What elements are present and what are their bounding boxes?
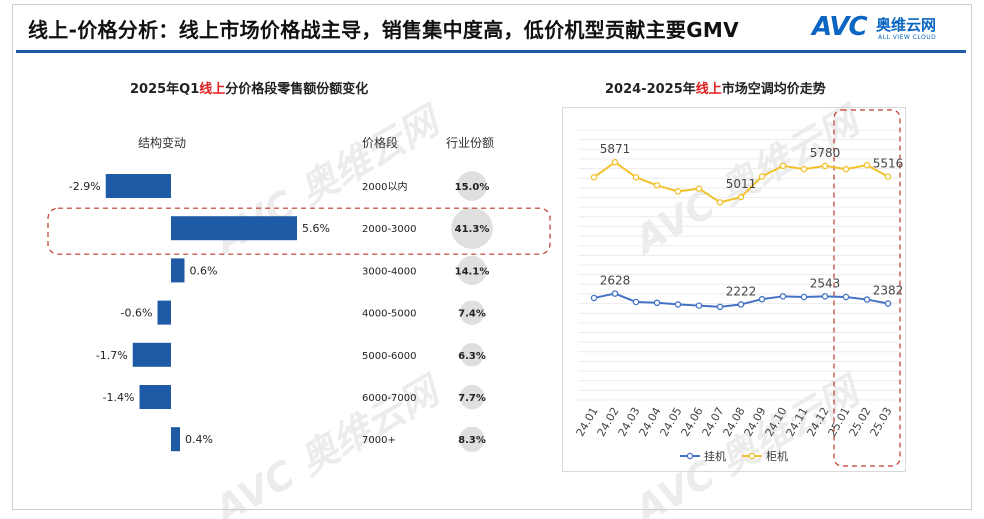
right-chart-title: 2024-2025年线上市场空调均价走势 xyxy=(605,78,826,97)
bar-label: 5.6% xyxy=(302,222,330,235)
segment-label: 5000-6000 xyxy=(362,351,417,362)
data-point xyxy=(821,293,829,300)
data-label: 5780 xyxy=(810,146,841,160)
bar-label: 0.4% xyxy=(185,433,213,446)
share-label: 41.3% xyxy=(455,224,490,235)
data-point xyxy=(758,295,766,303)
data-label: 2628 xyxy=(600,274,631,288)
col-header-segment: 价格段 xyxy=(362,136,399,150)
bar-label: -2.9% xyxy=(69,180,101,193)
share-bubble xyxy=(457,255,487,286)
bar-label: 0.6% xyxy=(190,264,218,277)
data-point xyxy=(863,161,871,169)
data-point xyxy=(779,293,787,300)
page-title: 线上-价格分析：线上市场价格战主导，销售集中度高，低价机型贡献主要GMV xyxy=(28,18,739,42)
logo-mark: AVC xyxy=(812,12,868,42)
data-label: 5011 xyxy=(726,177,757,191)
data-label: 2382 xyxy=(873,284,904,298)
bar-label: -1.7% xyxy=(96,349,128,362)
col-header-change: 结构变动 xyxy=(138,136,187,150)
data-point xyxy=(695,185,703,192)
share-bubble xyxy=(459,426,485,452)
share-label: 8.3% xyxy=(458,435,486,446)
data-point xyxy=(779,162,787,170)
left-title-suffix: 分价格段零售额份额变化 xyxy=(225,82,369,97)
data-point xyxy=(611,290,619,297)
data-label: 2222 xyxy=(726,284,757,298)
segment-label: 6000-7000 xyxy=(362,393,417,404)
data-label: 5516 xyxy=(873,157,904,171)
data-point xyxy=(695,302,703,309)
left-chart-title: 2025年Q1线上分价格段零售额份额变化 xyxy=(130,78,368,97)
bar-3000-4000 xyxy=(171,258,185,283)
segment-label: 2000-3000 xyxy=(362,224,417,235)
segment-label: 3000-4000 xyxy=(362,266,417,277)
share-bubble xyxy=(459,300,485,325)
data-label: 2543 xyxy=(810,276,841,290)
share-label: 7.4% xyxy=(458,309,486,320)
segment-label: 4000-5000 xyxy=(362,309,417,320)
share-bubble xyxy=(451,207,493,249)
data-point xyxy=(653,299,661,307)
col-header-share: 行业份额 xyxy=(446,136,495,150)
right-title-suffix: 市场空调均价走势 xyxy=(721,82,826,97)
share-label: 14.1% xyxy=(455,266,490,277)
data-point xyxy=(611,158,619,166)
share-bubble xyxy=(457,171,487,201)
share-bubble xyxy=(459,384,485,410)
bar-label: -1.4% xyxy=(103,391,135,404)
data-point xyxy=(674,301,682,308)
bar-label: -0.6% xyxy=(121,307,153,320)
data-point xyxy=(716,199,724,206)
data-point xyxy=(716,303,724,311)
right-chart-box xyxy=(562,107,906,472)
data-label: 5871 xyxy=(600,142,631,156)
data-point xyxy=(632,298,640,306)
share-bubble xyxy=(460,343,484,367)
logo-en-text: ALL VIEW CLOUD xyxy=(878,34,937,41)
bar-2000-3000 xyxy=(171,216,297,241)
legend-label: 挂机 xyxy=(704,449,726,463)
bar-6000-7000 xyxy=(139,385,171,409)
data-point xyxy=(800,165,808,173)
data-point xyxy=(653,182,661,189)
bar-2000以内 xyxy=(105,174,171,198)
data-point xyxy=(884,173,892,180)
slide-frame xyxy=(12,4,972,510)
right-title-prefix: 2024-2025年 xyxy=(605,82,696,97)
legend-marker xyxy=(748,452,756,460)
data-point xyxy=(821,162,829,170)
x-tick-label: 25.03 xyxy=(868,405,895,439)
legend-label: 柜机 xyxy=(766,449,788,463)
data-point xyxy=(737,301,745,308)
bar-5000-6000 xyxy=(132,342,171,367)
data-point xyxy=(884,300,892,307)
bar-4000-5000 xyxy=(157,300,171,325)
left-title-prefix: 2025年Q1 xyxy=(130,82,200,97)
share-label: 6.3% xyxy=(458,351,486,362)
segment-label: 7000+ xyxy=(362,435,396,446)
share-label: 15.0% xyxy=(455,182,490,193)
legend-marker xyxy=(686,452,694,460)
header-rule xyxy=(16,50,966,53)
data-point xyxy=(632,173,640,181)
right-title-highlight: 线上 xyxy=(695,82,722,97)
data-point xyxy=(842,165,850,173)
logo-cn-text: 奥维云网 xyxy=(876,16,937,34)
segment-label: 2000以内 xyxy=(362,180,407,193)
data-point xyxy=(863,296,871,303)
data-point xyxy=(758,173,766,180)
data-point xyxy=(737,193,745,201)
data-point xyxy=(590,294,598,302)
bar-7000+ xyxy=(171,427,180,452)
data-point xyxy=(800,293,808,301)
share-label: 7.7% xyxy=(458,393,486,404)
avc-logo: AVC 奥维云网 ALL VIEW CLOUD xyxy=(812,12,962,48)
data-point xyxy=(674,188,682,195)
left-title-highlight: 线上 xyxy=(199,82,226,97)
data-point xyxy=(590,173,598,181)
data-point xyxy=(842,293,850,301)
